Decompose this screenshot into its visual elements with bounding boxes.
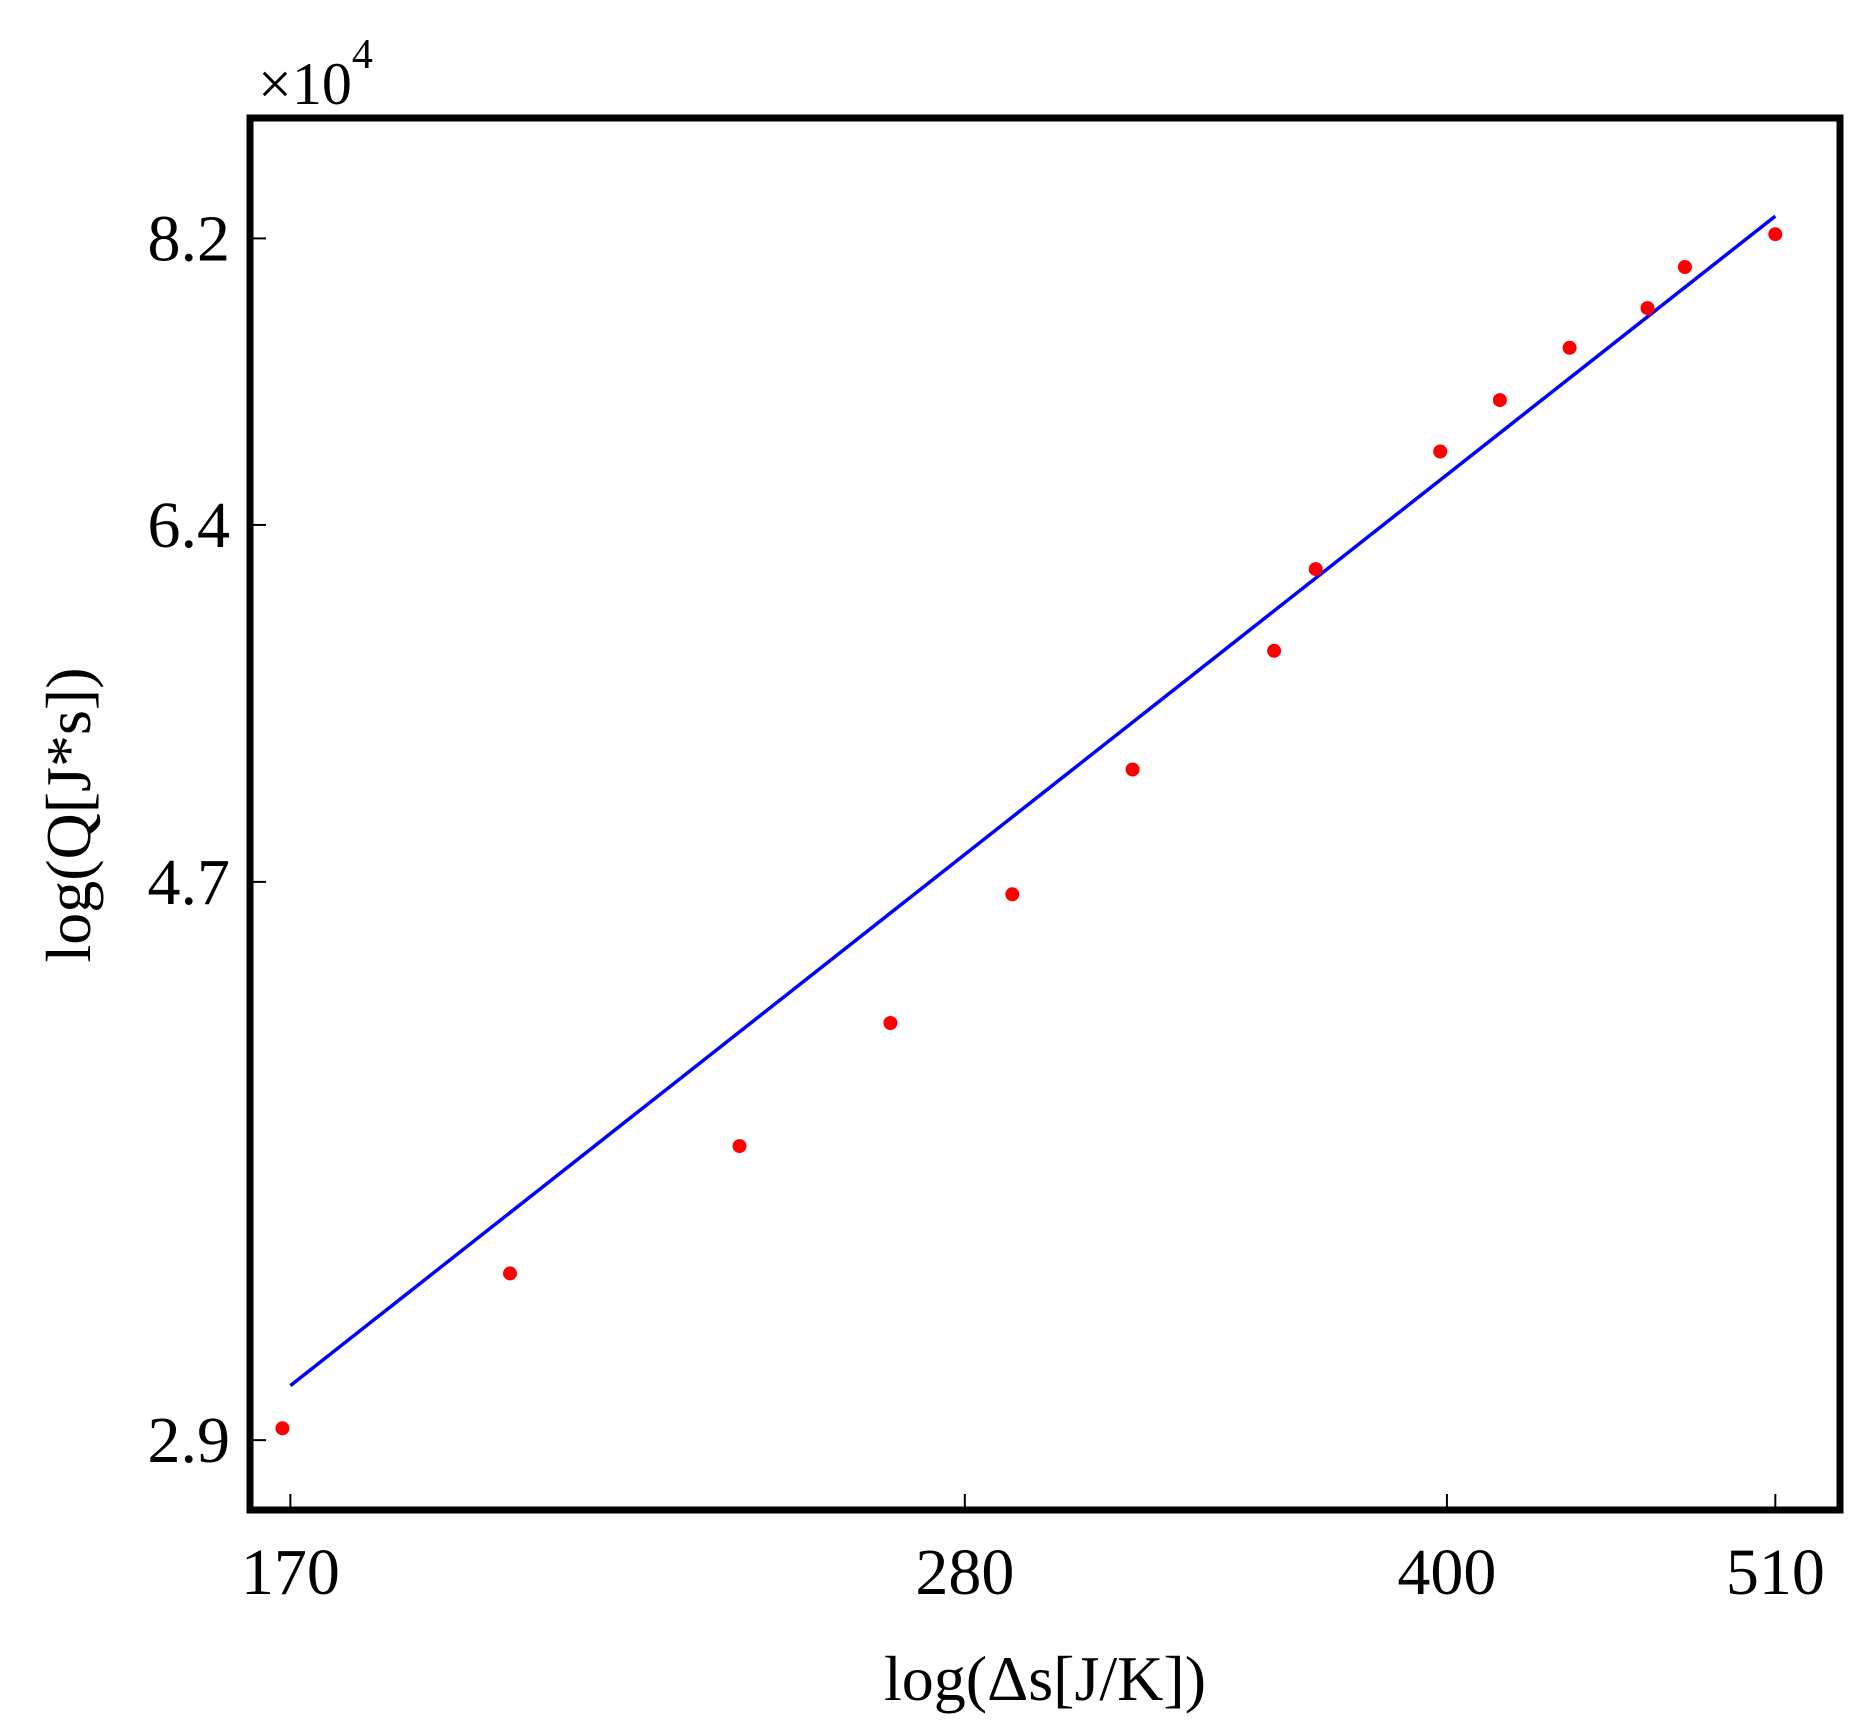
y-multiplier-exponent: 4 xyxy=(352,32,373,78)
data-point xyxy=(503,1266,517,1281)
data-point xyxy=(1433,444,1448,459)
fit-line xyxy=(289,214,1777,1387)
y-tick-label: 2.9 xyxy=(148,1404,231,1477)
data-point xyxy=(1677,260,1692,274)
y-tick-label: 6.4 xyxy=(148,489,231,562)
data-point xyxy=(275,1421,290,1436)
data-point xyxy=(1267,643,1282,658)
x-tick-label: 510 xyxy=(1726,1536,1825,1609)
data-point xyxy=(1562,340,1577,355)
plot-frame xyxy=(246,114,1844,1514)
x-axis-label: log(Δs[J/K]) xyxy=(884,1643,1206,1714)
data-point xyxy=(732,1139,747,1154)
y-tick-label: 8.2 xyxy=(148,202,231,275)
x-axis-ticks: 170 280 400 510 xyxy=(241,1494,1825,1609)
data-point xyxy=(1768,227,1783,242)
y-axis-label: log(Q[J*s]) xyxy=(33,667,104,962)
data-point xyxy=(1640,301,1655,316)
x-tick-label: 170 xyxy=(241,1536,340,1609)
data-point xyxy=(1492,393,1507,408)
data-point xyxy=(1005,887,1020,902)
y-axis-ticks: 2.9 4.7 6.4 8.2 xyxy=(148,202,266,1477)
data-points-layer xyxy=(275,227,1783,1436)
data-point xyxy=(1308,562,1323,577)
data-point xyxy=(883,1016,898,1030)
data-point xyxy=(1125,762,1140,777)
x-tick-label: 400 xyxy=(1397,1536,1496,1609)
x-tick-label: 280 xyxy=(915,1536,1014,1609)
y-multiplier: ×104 xyxy=(258,32,373,117)
y-tick-label: 4.7 xyxy=(148,846,231,919)
fit-line-layer xyxy=(289,214,1777,1387)
